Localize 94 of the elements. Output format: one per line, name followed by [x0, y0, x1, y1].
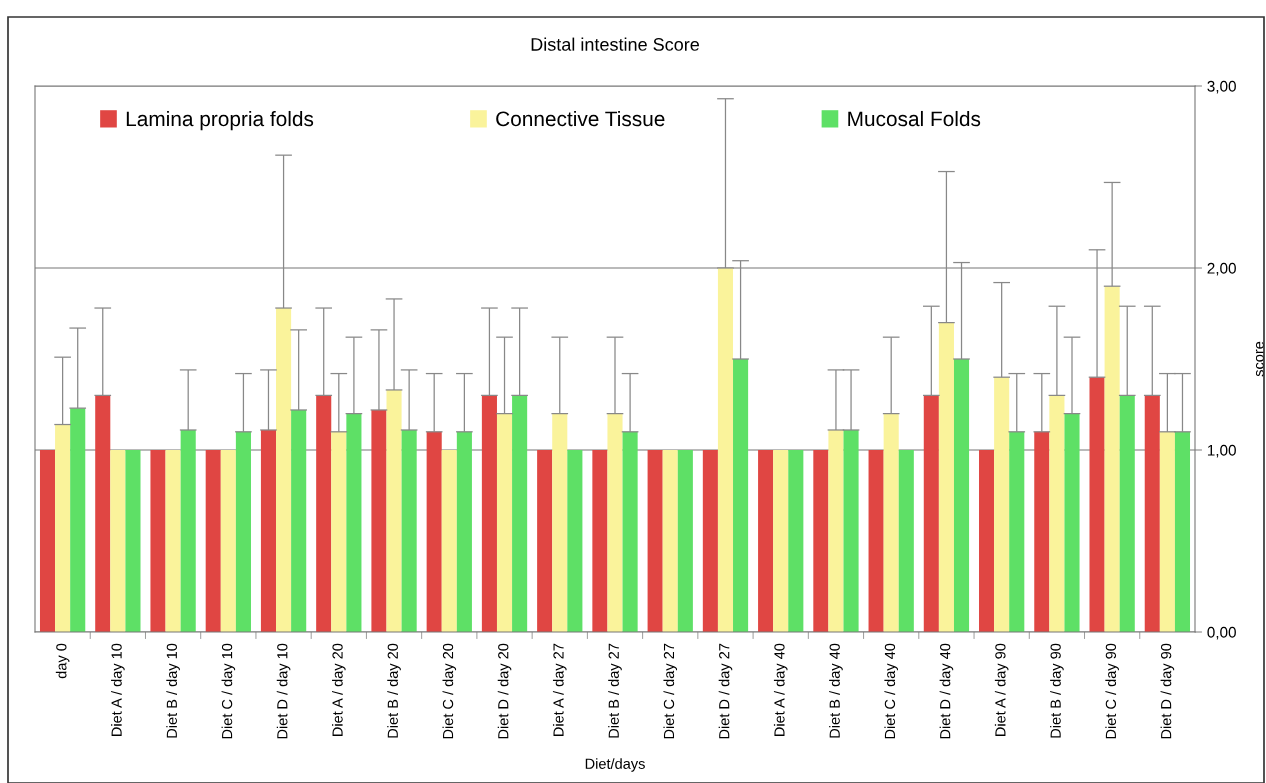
bar	[1144, 395, 1160, 632]
bar	[592, 450, 608, 632]
bar	[898, 450, 914, 632]
x-tick-label: Diet A / day 10	[111, 643, 125, 736]
legend-label: Lamina propria folds	[126, 110, 314, 131]
bar	[125, 450, 141, 632]
bar	[938, 322, 954, 632]
bar	[346, 413, 362, 632]
chart-title: Distal intestine Score	[531, 37, 699, 51]
bar	[788, 450, 804, 632]
bar	[677, 450, 693, 632]
bar	[758, 450, 774, 632]
bar	[55, 424, 71, 632]
bar	[150, 450, 166, 632]
y2-tick-label: 0,00	[1207, 626, 1236, 640]
bar	[316, 395, 332, 632]
bar	[537, 450, 553, 632]
bar	[291, 409, 307, 632]
bar	[883, 413, 899, 632]
x-tick-label: Diet D / day 40	[939, 643, 954, 739]
bar	[1119, 395, 1135, 632]
x-axis-title: Diet/days	[585, 758, 645, 772]
x-tick-label: Diet A / day 40	[773, 643, 788, 736]
bar	[868, 450, 884, 632]
bar	[401, 429, 417, 632]
bar	[607, 413, 623, 632]
x-tick-label: Diet C / day 20	[442, 643, 457, 739]
x-tick-label: Diet B / day 40	[829, 643, 843, 738]
bar	[662, 450, 678, 632]
bar	[165, 450, 181, 632]
x-tick-label: Diet C / day 10	[221, 643, 236, 739]
bar	[371, 409, 387, 632]
bar	[260, 429, 277, 632]
bar	[953, 359, 970, 632]
bar	[276, 308, 292, 632]
bar	[235, 431, 251, 632]
x-tick-label: Diet D / day 20	[497, 643, 512, 739]
bar	[1089, 377, 1105, 632]
x-tick-label: Diet A / day 90	[994, 643, 1009, 736]
legend-label: Connective Tissue	[496, 110, 665, 127]
bar	[110, 450, 126, 632]
bar	[331, 431, 347, 632]
bar	[456, 431, 472, 632]
bar	[843, 429, 859, 632]
bar	[481, 395, 497, 632]
bar	[1064, 413, 1080, 632]
bar	[70, 408, 86, 632]
legend-label: Mucosal Folds	[848, 110, 981, 127]
y2-tick-label: 3,00	[1207, 80, 1236, 94]
bar	[828, 429, 844, 632]
x-tick-label: day 0	[55, 643, 70, 679]
bar	[1159, 431, 1175, 632]
y2-tick-label: 1,00	[1207, 444, 1236, 458]
bar	[1049, 395, 1065, 632]
bar	[426, 431, 442, 632]
x-tick-label: Diet B / day 20	[387, 643, 401, 738]
bar	[1009, 431, 1025, 632]
bar	[552, 413, 568, 632]
x-tick-label: Diet B / day 10	[166, 643, 180, 738]
bar	[647, 450, 663, 632]
bar	[95, 395, 111, 632]
x-tick-label: Diet C / day 90	[1105, 643, 1119, 739]
bar	[622, 431, 638, 632]
bar	[813, 450, 829, 632]
bar	[702, 450, 718, 632]
bar	[717, 268, 734, 632]
y2-axis-title: score	[1255, 341, 1264, 377]
x-tick-label: Diet C / day 40	[884, 643, 898, 739]
x-tick-label: Diet C / day 27	[663, 643, 678, 739]
x-tick-label: Diet D / day 27	[718, 643, 733, 739]
bar	[994, 377, 1010, 632]
bar	[979, 450, 995, 632]
x-tick-label: Diet D / day 90	[1160, 643, 1175, 739]
bar	[386, 389, 402, 632]
bar	[39, 450, 56, 632]
bar	[180, 429, 196, 632]
x-tick-label: Diet D / day 10	[276, 643, 291, 739]
x-tick-label: Diet B / day 27	[608, 643, 622, 738]
bar	[1104, 286, 1120, 632]
bar	[496, 413, 513, 632]
bar	[733, 359, 749, 632]
x-tick-label: Diet A / day 20	[332, 643, 346, 736]
bar	[512, 395, 528, 632]
x-tick-label: Diet A / day 27	[552, 643, 567, 736]
bar	[923, 395, 939, 632]
bar	[1034, 431, 1050, 632]
bar	[567, 450, 583, 632]
y2-tick-label: 2,00	[1207, 262, 1236, 276]
bar	[205, 450, 221, 632]
bar	[1174, 431, 1191, 632]
bar	[441, 450, 457, 632]
bar	[773, 450, 789, 632]
x-tick-label: Diet B / day 90	[1050, 643, 1064, 738]
bar	[220, 450, 236, 632]
